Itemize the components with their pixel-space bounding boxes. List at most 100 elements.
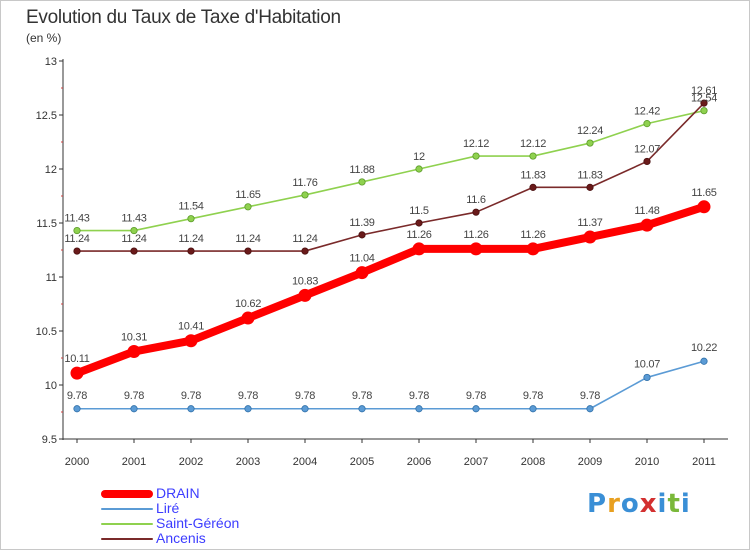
series-line-drain <box>73 202 708 378</box>
legend-label-drain: DRAIN <box>156 485 200 501</box>
data-point-drain <box>298 288 312 302</box>
data-point-ancenis <box>244 247 252 255</box>
data-point-drain <box>184 334 198 348</box>
y-tick-label: 11.5 <box>36 218 57 230</box>
data-label-drain: 11.65 <box>691 187 716 199</box>
data-point-saint-gereon <box>244 203 252 211</box>
data-label-ancenis: 11.6 <box>466 194 486 206</box>
data-label-drain: 11.26 <box>520 229 545 241</box>
data-label-saint-gereon: 11.65 <box>235 189 260 201</box>
data-label-drain: 11.04 <box>349 253 374 265</box>
data-label-ancenis: 11.5 <box>409 205 429 217</box>
x-tick-label: 2010 <box>635 456 659 468</box>
data-point-lire <box>415 405 423 413</box>
chart-title: Evolution du Taux de Taxe d'Habitation <box>26 7 341 28</box>
data-label-drain: 10.83 <box>292 275 318 287</box>
data-point-saint-gereon <box>301 191 309 199</box>
data-label-ancenis: 11.24 <box>235 233 260 245</box>
data-label-drain: 10.41 <box>178 321 204 333</box>
chart-subtitle: (en %) <box>26 31 62 45</box>
data-label-lire: 9.78 <box>352 390 372 402</box>
data-label-drain: 11.26 <box>463 229 488 241</box>
x-tick-label: 2011 <box>692 456 716 468</box>
y-tick-label: 12 <box>45 164 57 176</box>
data-point-ancenis <box>643 157 651 166</box>
data-label-drain: 11.48 <box>634 205 659 217</box>
data-label-lire: 9.78 <box>295 390 315 402</box>
data-point-drain <box>241 311 255 325</box>
data-point-ancenis <box>415 219 423 227</box>
y-tick-label: 13 <box>45 56 57 68</box>
data-point-ancenis <box>529 183 537 191</box>
data-label-ancenis: 11.24 <box>178 233 203 245</box>
data-label-ancenis: 11.39 <box>349 217 374 229</box>
data-label-lire: 9.78 <box>238 390 258 402</box>
data-point-drain <box>583 230 597 244</box>
data-point-lire <box>301 405 309 413</box>
logo-letter: r <box>607 489 621 519</box>
data-label-saint-gereon: 12.12 <box>520 138 546 150</box>
x-tick-label: 2004 <box>293 456 317 468</box>
y-tick-label: 12.5 <box>36 110 57 122</box>
data-label-lire: 10.22 <box>691 342 717 354</box>
x-tick-label: 2007 <box>464 456 488 468</box>
data-label-drain: 10.62 <box>235 298 261 310</box>
data-label-saint-gereon: 11.54 <box>178 201 203 213</box>
data-label-saint-gereon: 12.12 <box>463 138 489 150</box>
data-point-drain <box>70 366 84 380</box>
logo-letter: i <box>657 489 668 519</box>
y-tick-label: 11 <box>46 272 57 284</box>
series-line-ancenis <box>76 102 705 252</box>
data-label-saint-gereon: 12.54 <box>691 93 717 105</box>
data-point-ancenis <box>187 247 195 255</box>
data-point-saint-gereon <box>415 165 423 173</box>
data-point-saint-gereon <box>472 152 480 160</box>
data-point-saint-gereon <box>73 226 81 235</box>
data-label-ancenis: 12.61 <box>691 85 717 97</box>
data-point-ancenis <box>73 247 81 255</box>
data-point-lire <box>244 405 252 413</box>
data-point-ancenis <box>586 183 594 191</box>
data-label-ancenis: 11.83 <box>577 169 602 181</box>
data-label-ancenis: 11.24 <box>64 233 89 245</box>
y-tick-label: 10 <box>45 380 57 392</box>
data-point-ancenis <box>358 231 366 239</box>
data-label-lire: 9.78 <box>181 390 201 402</box>
data-point-saint-gereon <box>187 215 195 223</box>
data-label-lire: 9.78 <box>67 390 87 402</box>
legend-swatch-drain <box>101 490 153 498</box>
data-point-lire <box>643 373 651 382</box>
series-line-lire <box>76 360 705 410</box>
y-tick-label: 9.5 <box>42 434 57 446</box>
data-point-drain <box>412 242 426 256</box>
data-point-lire <box>529 405 537 413</box>
logo-letter: P <box>587 489 608 519</box>
data-label-saint-gereon: 11.76 <box>292 177 317 189</box>
x-tick-label: 2009 <box>578 456 602 468</box>
data-point-drain <box>526 242 540 256</box>
legend-label-lire: Liré <box>156 500 180 516</box>
proxiti-logo: Proxiti <box>587 489 691 519</box>
data-label-ancenis: 11.24 <box>292 233 317 245</box>
data-point-lire <box>586 405 594 413</box>
x-tick-label: 2003 <box>236 456 260 468</box>
data-label-lire: 9.78 <box>580 390 600 402</box>
data-point-ancenis <box>130 247 138 255</box>
data-label-lire: 9.78 <box>124 390 144 402</box>
x-tick-label: 2006 <box>407 456 431 468</box>
x-tick-label: 2002 <box>179 456 203 468</box>
data-point-saint-gereon <box>358 178 366 186</box>
data-point-drain <box>127 345 141 359</box>
series-line-saint-gereon <box>76 109 705 232</box>
legend-label-ancenis: Ancenis <box>156 530 206 546</box>
data-point-lire <box>358 405 366 413</box>
data-label-drain: 10.11 <box>64 353 89 365</box>
data-label-saint-gereon: 11.43 <box>64 213 89 225</box>
data-label-saint-gereon: 12 <box>413 151 425 163</box>
data-label-saint-gereon: 12.42 <box>634 106 660 118</box>
data-point-ancenis <box>472 208 480 216</box>
data-point-drain <box>640 218 654 232</box>
logo-letter: t <box>667 489 681 519</box>
data-point-saint-gereon <box>643 120 651 128</box>
